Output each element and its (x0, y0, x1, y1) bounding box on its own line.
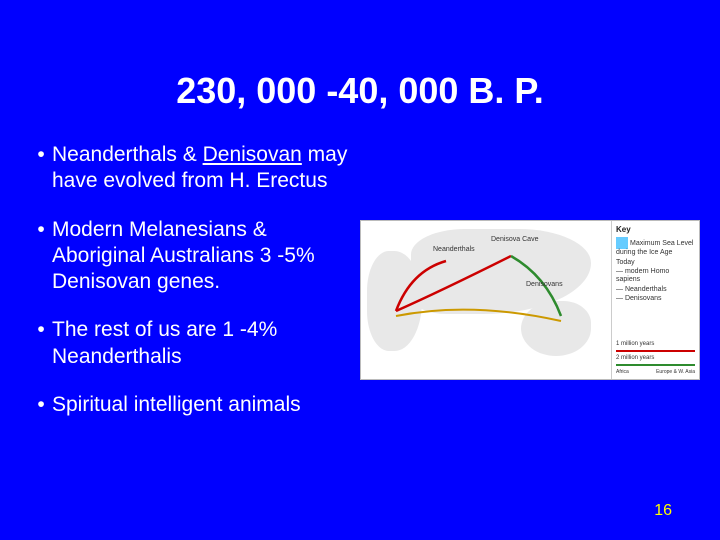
migration-arrows: Neanderthals Denisova Cave Denisovans (361, 221, 611, 379)
bullet-text: Spiritual intelligent animals (52, 392, 700, 418)
neanderthal-arrow (396, 261, 446, 311)
bullet-text: Neanderthals & Denisovan may have evolve… (52, 142, 357, 195)
map-label-denisovans: Denisovans (526, 281, 563, 288)
bullet-marker: • (30, 217, 52, 243)
timeline-bar-2 (616, 364, 695, 366)
bullet-pre: Neanderthals & (52, 143, 203, 166)
bullet-text: The rest of us are 1 -4% Neanderthalis (52, 317, 357, 370)
key-timeline: 1 million years 2 million years Africa E… (616, 341, 695, 375)
map-label-denisova: Denisova Cave (491, 236, 539, 243)
key-neanderthal-label: Neanderthals (625, 286, 667, 293)
bullet-marker: • (30, 142, 52, 168)
page-number: 16 (654, 502, 672, 520)
time-label-2: 2 million years (616, 355, 695, 361)
timeline-bar-1 (616, 350, 695, 352)
key-homo-label: modern Homo sapiens (616, 268, 669, 283)
bullet-marker: • (30, 392, 52, 418)
key-row-today: Today (616, 259, 695, 267)
region-label: Africa (616, 369, 629, 375)
map-key: Key Maximum Sea Level during the Ice Age… (611, 221, 699, 379)
key-row-denisovan: — Denisovans (616, 295, 695, 303)
slide-title: 230, 000 -40, 000 B. P. (0, 0, 720, 142)
key-row-sea: Maximum Sea Level during the Ice Age (616, 237, 695, 257)
homo-arrow (396, 310, 561, 321)
bullet-marker: • (30, 317, 52, 343)
map-label-neanderthals: Neanderthals (433, 246, 475, 253)
region-label: Europe & W. Asia (656, 369, 695, 375)
bullet-item: • Neanderthals & Denisovan may have evol… (30, 142, 700, 195)
bullet-item: • Spiritual intelligent animals (30, 392, 700, 418)
key-row-homo: — modern Homo sapiens (616, 268, 695, 283)
map-area: Neanderthals Denisova Cave Denisovans (361, 221, 611, 379)
neanderthal-arrow-2 (396, 256, 511, 311)
key-title: Key (616, 225, 695, 234)
region-labels: Africa Europe & W. Asia (616, 369, 695, 375)
time-label-1: 1 million years (616, 341, 695, 347)
sea-swatch (616, 237, 628, 249)
bullet-link[interactable]: Denisovan (203, 143, 302, 166)
migration-map-figure: Neanderthals Denisova Cave Denisovans Ke… (360, 220, 700, 380)
key-denisovan-label: Denisovans (625, 295, 662, 302)
bullet-text: Modern Melanesians & Aboriginal Australi… (52, 217, 357, 296)
key-row-neanderthal: — Neanderthals (616, 286, 695, 294)
